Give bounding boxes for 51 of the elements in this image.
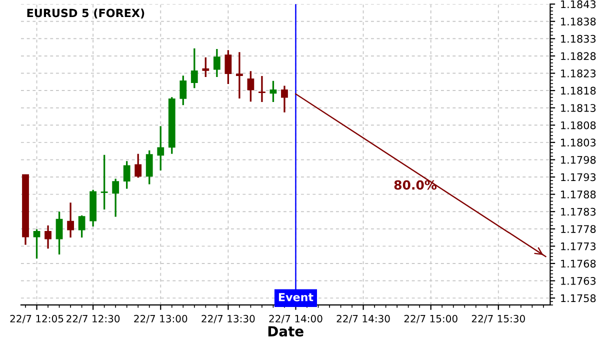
candlestick: [236, 51, 243, 100]
candlestick: [190, 48, 198, 89]
y-tick-label: 1.1798: [561, 156, 596, 164]
annotation: 80.0%: [394, 180, 437, 190]
candlestick: [247, 70, 254, 102]
x-tick-label: 22/7 14:00: [269, 314, 322, 324]
candlestick: [112, 178, 120, 218]
candlestick: [56, 210, 63, 256]
x-tick-label: 22/7 15:30: [472, 314, 525, 324]
y-tick-label: 1.1838: [561, 18, 596, 26]
candlestick: [100, 154, 108, 210]
candlestick: [180, 74, 187, 106]
y-tick-label: 1.1803: [561, 138, 596, 147]
candlestick: [281, 84, 288, 114]
y-tick-label: 1.1833: [561, 34, 596, 43]
x-tick-label: 22/7 15:00: [404, 314, 458, 324]
y-tick-label: 1.1778: [561, 225, 596, 233]
y-tick-label: 1.1783: [561, 208, 596, 216]
x-tick-label: 22/7 14:30: [336, 314, 390, 324]
y-tick-label: 1.1758: [561, 294, 596, 302]
candlestick: [157, 125, 164, 172]
y-tick-label: 1.1793: [561, 173, 596, 182]
ref-line-label: Event: [278, 293, 314, 302]
x-tick-label: 22/7 13:00: [134, 314, 188, 324]
x-axis-title: Date: [268, 326, 304, 337]
y-tick-label: 1.1823: [561, 69, 596, 78]
candlestick: [224, 49, 232, 85]
x-tick-label: 22/7 13:30: [202, 314, 255, 324]
candlestick: [33, 228, 40, 260]
y-tick-label: 1.1828: [561, 52, 596, 60]
y-tick-label: 1.1818: [561, 86, 596, 95]
y-tick-label: 1.1768: [561, 260, 596, 268]
x-tick-label: 22/7 12:30: [66, 314, 120, 324]
candlestick: [146, 150, 153, 186]
candlestick: [270, 80, 277, 103]
y-tick-label: 1.1843: [561, 0, 596, 8]
chart-title: EURUSD 5 (FOREX): [27, 8, 144, 18]
candlestick: [44, 224, 52, 250]
candlestick: [213, 48, 220, 78]
candlestick: [67, 202, 74, 238]
candlestick: [78, 214, 86, 238]
y-tick-label: 1.1813: [561, 104, 596, 112]
y-tick-label: 1.1788: [561, 190, 596, 198]
y-tick-label: 1.1773: [561, 242, 596, 250]
candlestick: [123, 160, 130, 190]
x-tick-label: 22/7 12:05: [10, 314, 64, 324]
candlestick: [258, 75, 266, 103]
candlestick: [202, 56, 210, 78]
y-tick-label: 1.1808: [561, 121, 596, 130]
y-tick-label: 1.1763: [561, 276, 596, 285]
candlestick: [134, 153, 142, 179]
